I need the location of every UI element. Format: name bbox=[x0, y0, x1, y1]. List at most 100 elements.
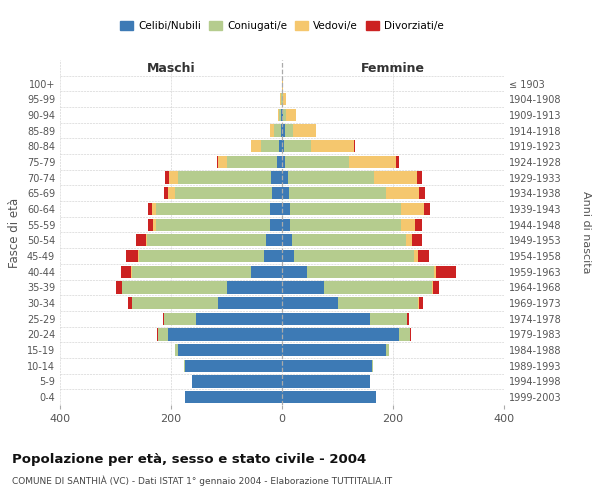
Bar bbox=[227, 156, 277, 168]
Bar bbox=[132, 297, 218, 309]
Bar bbox=[293, 124, 316, 136]
Bar bbox=[178, 172, 271, 183]
Bar bbox=[175, 344, 178, 356]
Bar bbox=[282, 109, 283, 121]
Bar bbox=[136, 234, 146, 246]
Bar bbox=[282, 250, 294, 262]
Bar bbox=[266, 234, 282, 246]
Bar bbox=[157, 328, 158, 340]
Bar bbox=[424, 203, 430, 215]
Bar bbox=[185, 360, 282, 372]
Text: COMUNE DI SANTHIÀ (VC) - Dati ISTAT 1° gennaio 2004 - Elaborazione TUTTITALIA.IT: COMUNE DI SANTHIÀ (VC) - Dati ISTAT 1° g… bbox=[12, 476, 392, 486]
Bar bbox=[178, 344, 282, 356]
Bar bbox=[406, 234, 412, 246]
Bar bbox=[282, 328, 398, 340]
Bar bbox=[217, 156, 218, 168]
Bar bbox=[192, 376, 282, 388]
Bar bbox=[386, 187, 419, 200]
Bar bbox=[164, 312, 196, 325]
Bar bbox=[282, 376, 370, 388]
Bar bbox=[262, 140, 279, 152]
Bar bbox=[415, 218, 422, 231]
Bar bbox=[277, 156, 282, 168]
Bar bbox=[218, 156, 227, 168]
Bar bbox=[227, 282, 282, 294]
Bar bbox=[139, 250, 264, 262]
Bar bbox=[126, 250, 138, 262]
Bar bbox=[168, 187, 175, 200]
Bar bbox=[175, 187, 272, 200]
Bar bbox=[401, 218, 415, 231]
Bar bbox=[372, 360, 373, 372]
Bar bbox=[294, 250, 413, 262]
Bar bbox=[282, 218, 290, 231]
Legend: Celibi/Nubili, Coniugati/e, Vedovi/e, Divorziati/e: Celibi/Nubili, Coniugati/e, Vedovi/e, Di… bbox=[116, 17, 448, 36]
Bar bbox=[282, 344, 386, 356]
Bar bbox=[290, 218, 401, 231]
Y-axis label: Fasce di età: Fasce di età bbox=[8, 198, 21, 268]
Bar bbox=[156, 203, 270, 215]
Bar bbox=[116, 282, 122, 294]
Bar bbox=[148, 203, 152, 215]
Bar bbox=[282, 172, 287, 183]
Bar bbox=[270, 203, 282, 215]
Bar bbox=[163, 312, 164, 325]
Bar bbox=[374, 172, 417, 183]
Bar bbox=[281, 93, 282, 106]
Bar bbox=[413, 250, 418, 262]
Bar bbox=[307, 266, 434, 278]
Bar bbox=[282, 124, 285, 136]
Bar bbox=[153, 218, 156, 231]
Bar bbox=[282, 187, 289, 200]
Bar bbox=[290, 203, 401, 215]
Bar bbox=[184, 360, 185, 372]
Y-axis label: Anni di nascita: Anni di nascita bbox=[581, 191, 591, 274]
Bar bbox=[436, 266, 456, 278]
Bar bbox=[264, 250, 282, 262]
Bar bbox=[282, 203, 290, 215]
Bar bbox=[282, 93, 283, 106]
Bar bbox=[401, 203, 424, 215]
Bar bbox=[147, 234, 266, 246]
Bar bbox=[412, 234, 422, 246]
Bar bbox=[354, 140, 355, 152]
Bar bbox=[282, 234, 292, 246]
Bar bbox=[282, 297, 337, 309]
Bar bbox=[433, 282, 439, 294]
Bar bbox=[284, 140, 311, 152]
Bar bbox=[158, 328, 168, 340]
Bar bbox=[218, 297, 282, 309]
Bar bbox=[289, 187, 386, 200]
Bar bbox=[251, 266, 282, 278]
Bar bbox=[398, 328, 410, 340]
Bar bbox=[285, 124, 293, 136]
Bar bbox=[282, 140, 284, 152]
Bar bbox=[418, 250, 429, 262]
Bar bbox=[270, 218, 282, 231]
Bar bbox=[407, 312, 409, 325]
Bar bbox=[432, 282, 433, 294]
Bar bbox=[278, 109, 279, 121]
Bar bbox=[434, 266, 436, 278]
Bar bbox=[282, 282, 323, 294]
Bar bbox=[287, 172, 374, 183]
Bar bbox=[196, 312, 282, 325]
Bar bbox=[282, 312, 370, 325]
Bar bbox=[282, 156, 285, 168]
Bar bbox=[274, 124, 281, 136]
Bar bbox=[271, 172, 282, 183]
Bar bbox=[168, 328, 282, 340]
Bar bbox=[251, 140, 262, 152]
Bar bbox=[419, 297, 423, 309]
Bar bbox=[311, 140, 354, 152]
Bar bbox=[349, 156, 396, 168]
Bar bbox=[417, 172, 422, 183]
Bar bbox=[286, 109, 296, 121]
Bar bbox=[156, 218, 270, 231]
Bar bbox=[337, 297, 418, 309]
Bar bbox=[279, 140, 282, 152]
Bar bbox=[131, 266, 132, 278]
Bar bbox=[132, 266, 251, 278]
Bar bbox=[185, 391, 282, 404]
Bar bbox=[410, 328, 411, 340]
